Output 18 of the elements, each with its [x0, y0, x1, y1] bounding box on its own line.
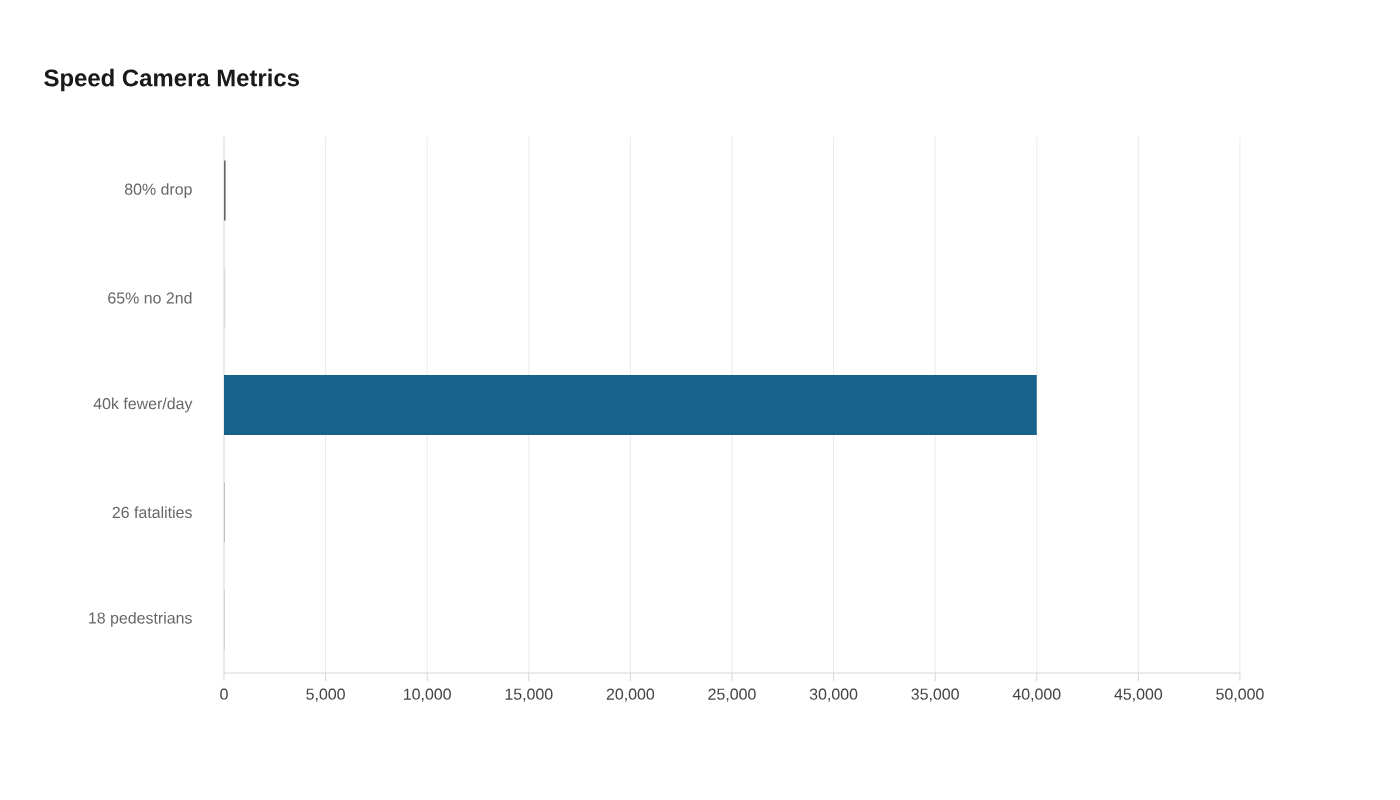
x-tick-label: 20,000: [606, 688, 655, 702]
x-tick-label: 40,000: [1012, 688, 1061, 702]
y-tick-label: 26 fatalities: [112, 506, 192, 519]
y-tick-label: 65% no 2nd: [108, 291, 192, 304]
x-tick-label: 30,000: [809, 688, 858, 702]
y-tick-label: 18 pedestrians: [89, 611, 192, 627]
x-tick-label: 25,000: [708, 688, 756, 702]
bar: [224, 375, 1037, 435]
chart-title: Speed Camera Metrics: [44, 68, 299, 92]
y-tick-label: 40k fewer/day: [93, 397, 193, 413]
y-tick-label: 80% drop: [124, 183, 192, 199]
x-tick-label: 0: [220, 688, 228, 700]
x-tick-label: 50,000: [1216, 688, 1264, 702]
x-tick-label: 35,000: [911, 688, 959, 702]
x-tick-label: 5,000: [306, 688, 345, 702]
x-tick-label: 10,000: [404, 688, 451, 702]
x-tick-label: 45,000: [1114, 688, 1163, 702]
x-tick-label: 15,000: [505, 688, 553, 702]
